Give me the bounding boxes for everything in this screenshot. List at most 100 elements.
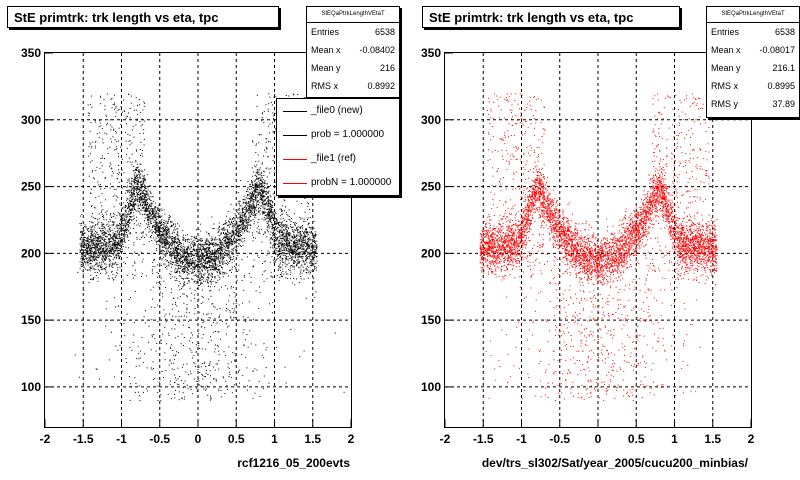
scatter-point: [289, 251, 291, 253]
scatter-point: [143, 195, 145, 197]
scatter-point: [248, 208, 249, 210]
scatter-point: [220, 251, 222, 253]
scatter-point: [112, 232, 114, 234]
scatter-point: [83, 252, 85, 254]
scatter-point: [135, 180, 137, 182]
scatter-point: [114, 236, 116, 238]
scatter-point: [164, 213, 166, 215]
scatter-point: [244, 215, 246, 217]
scatter-point: [269, 247, 271, 249]
scatter-point: [128, 112, 129, 114]
scatter-point: [230, 259, 232, 261]
scatter-point: [288, 218, 290, 220]
scatter-point: [103, 258, 105, 260]
scatter-point: [124, 236, 126, 238]
scatter-point: [121, 219, 123, 221]
scatter-point: [141, 337, 143, 339]
scatter-point: [199, 311, 201, 313]
scatter-point: [267, 250, 269, 252]
scatter-point: [79, 223, 81, 225]
scatter-point: [81, 222, 82, 224]
scatter-point: [231, 266, 233, 268]
scatter-point: [269, 221, 271, 223]
scatter-point: [91, 230, 93, 232]
scatter-point: [137, 223, 139, 225]
scatter-point: [132, 170, 134, 172]
scatter-point: [200, 275, 202, 277]
scatter-point: [245, 216, 247, 218]
scatter-point: [164, 236, 166, 238]
scatter-point: [83, 247, 85, 248]
scatter-point: [202, 265, 204, 267]
scatter-point: [129, 399, 131, 401]
scatter-point: [211, 243, 213, 245]
scatter-point: [227, 233, 229, 235]
scatter-point: [134, 179, 136, 181]
scatter-point: [239, 203, 241, 205]
scatter-point: [142, 192, 144, 194]
scatter-point: [159, 225, 161, 227]
scatter-point: [249, 209, 251, 211]
scatter-point: [177, 383, 179, 385]
scatter-point: [98, 237, 100, 239]
scatter-point: [313, 240, 315, 242]
scatter-point: [246, 226, 248, 228]
scatter-point: [97, 250, 99, 252]
scatter-point: [119, 242, 121, 244]
scatter-point: [94, 227, 96, 229]
scatter-point: [286, 237, 288, 239]
scatter-point: [203, 244, 205, 246]
scatter-point: [93, 252, 95, 254]
scatter-point: [157, 234, 159, 236]
scatter-point: [105, 270, 107, 272]
scatter-point: [258, 160, 260, 162]
scatter-point: [158, 217, 159, 219]
scatter-point: [307, 233, 309, 235]
scatter-point: [186, 277, 188, 279]
scatter-point: [85, 253, 87, 255]
scatter-point: [314, 241, 316, 243]
scatter-point: [101, 205, 103, 207]
scatter-point: [168, 230, 170, 232]
scatter-point: [200, 247, 202, 249]
scatter-point: [275, 239, 277, 241]
scatter-point: [168, 244, 170, 246]
scatter-point: [126, 274, 128, 276]
scatter-point: [105, 247, 107, 249]
scatter-point: [173, 358, 175, 360]
scatter-point: [119, 249, 121, 251]
scatter-point: [206, 239, 208, 241]
scatter-point: [313, 270, 315, 272]
scatter-point: [185, 251, 187, 253]
scatter-point: [215, 260, 217, 262]
scatter-point: [286, 258, 288, 260]
scatter-point: [293, 277, 295, 279]
scatter-point: [180, 343, 182, 345]
scatter-point: [140, 251, 142, 253]
scatter-point: [105, 114, 107, 116]
scatter-point: [312, 263, 314, 265]
scatter-point: [89, 260, 91, 262]
scatter-point: [186, 248, 188, 250]
scatter-point: [209, 264, 210, 266]
scatter-point: [213, 265, 215, 267]
scatter-point: [110, 250, 112, 252]
scatter-point: [306, 231, 307, 233]
scatter-point: [177, 248, 178, 250]
scatter-point: [234, 316, 236, 318]
scatter-point: [255, 252, 257, 254]
scatter-point: [307, 232, 308, 234]
scatter-point: [147, 192, 149, 194]
scatter-point: [312, 248, 314, 250]
scatter-point: [263, 357, 265, 359]
scatter-point: [154, 231, 156, 233]
scatter-point: [283, 236, 284, 238]
scatter-point: [165, 246, 167, 248]
scatter-point: [217, 275, 219, 277]
scatter-point: [97, 239, 99, 241]
scatter-point: [299, 252, 301, 254]
scatter-point: [290, 328, 292, 330]
scatter-point: [215, 243, 217, 244]
scatter-point: [163, 238, 165, 240]
scatter-point: [161, 371, 163, 372]
